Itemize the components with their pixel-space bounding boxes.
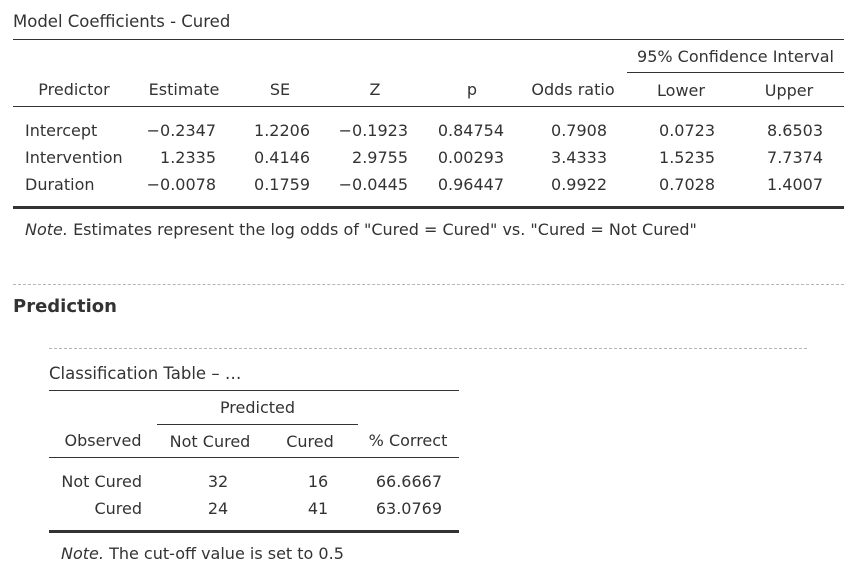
cell-lower: 1.5235: [659, 148, 715, 167]
ci-header: 95% Confidence Interval: [637, 47, 834, 66]
header-rule: [49, 457, 459, 458]
cell-cured: 41: [307, 499, 329, 518]
cell-upper: 7.7374: [767, 148, 823, 167]
table-top-rule: [13, 39, 844, 40]
col-header-estimate: Estimate: [148, 80, 220, 99]
coef-table-note: Note. Estimates represent the log odds o…: [25, 220, 697, 239]
predicted-header: Predicted: [219, 398, 296, 417]
cell-upper: 1.4007: [767, 175, 823, 194]
cell-lower: 0.7028: [659, 175, 715, 194]
col-header-p: p: [466, 80, 478, 99]
coef-table-title: Model Coefficients - Cured: [13, 12, 231, 31]
table-bottom-rule: [49, 530, 459, 533]
cell-odds-ratio: 0.9922: [551, 175, 607, 194]
note-label: Note.: [25, 220, 68, 239]
col-header-observed: Observed: [64, 431, 142, 450]
cell-se: 0.4146: [254, 148, 310, 167]
predicted-header-rule: [157, 424, 358, 425]
cell-percent-correct: 63.0769: [375, 499, 442, 518]
cell-p: 0.00293: [437, 148, 504, 167]
col-header-not-cured: Not Cured: [169, 432, 251, 451]
classification-table-note: Note. The cut-off value is set to 0.5: [61, 544, 344, 563]
col-header-odds-ratio: Odds ratio: [531, 80, 615, 99]
prediction-heading: Prediction: [13, 296, 117, 317]
cell-se: 0.1759: [254, 175, 310, 194]
classification-table-title: Classification Table – …: [49, 364, 242, 383]
note-text: Estimates represent the log odds of "Cur…: [73, 220, 697, 239]
cell-observed: Not Cured: [61, 472, 142, 491]
cell-se: 1.2206: [254, 121, 310, 140]
cell-z: −0.1923: [338, 121, 408, 140]
cell-not-cured: 24: [207, 499, 229, 518]
cell-estimate: −0.0078: [146, 175, 216, 194]
col-header-se: SE: [269, 80, 291, 99]
cell-estimate: 1.2335: [160, 148, 216, 167]
cell-p: 0.96447: [437, 175, 504, 194]
header-rule: [13, 106, 844, 107]
note-text: The cut-off value is set to 0.5: [109, 544, 344, 563]
cell-z: −0.0445: [338, 175, 408, 194]
cell-odds-ratio: 0.7908: [551, 121, 607, 140]
col-header-z: Z: [369, 80, 381, 99]
col-header-cured: Cured: [286, 432, 334, 451]
col-header-lower: Lower: [657, 81, 705, 100]
note-label: Note.: [61, 544, 104, 563]
cell-predictor: Duration: [25, 175, 95, 194]
cell-predictor: Intercept: [25, 121, 98, 140]
cell-z: 2.9755: [352, 148, 408, 167]
section-divider: [13, 284, 844, 285]
col-header-upper: Upper: [764, 81, 814, 100]
cell-predictor: Intervention: [25, 148, 123, 167]
col-header-predictor: Predictor: [38, 80, 110, 99]
cell-percent-correct: 66.6667: [375, 472, 442, 491]
cell-observed: Cured: [94, 499, 142, 518]
cell-not-cured: 32: [207, 472, 229, 491]
subsection-divider: [49, 348, 807, 349]
table-bottom-rule: [13, 206, 844, 209]
cell-estimate: −0.2347: [146, 121, 216, 140]
ci-header-rule: [627, 72, 844, 73]
cell-lower: 0.0723: [659, 121, 715, 140]
table-top-rule: [49, 390, 459, 391]
col-header-percent-correct: % Correct: [368, 431, 448, 450]
cell-upper: 8.6503: [767, 121, 823, 140]
cell-p: 0.84754: [437, 121, 504, 140]
cell-odds-ratio: 3.4333: [551, 148, 607, 167]
cell-cured: 16: [307, 472, 329, 491]
